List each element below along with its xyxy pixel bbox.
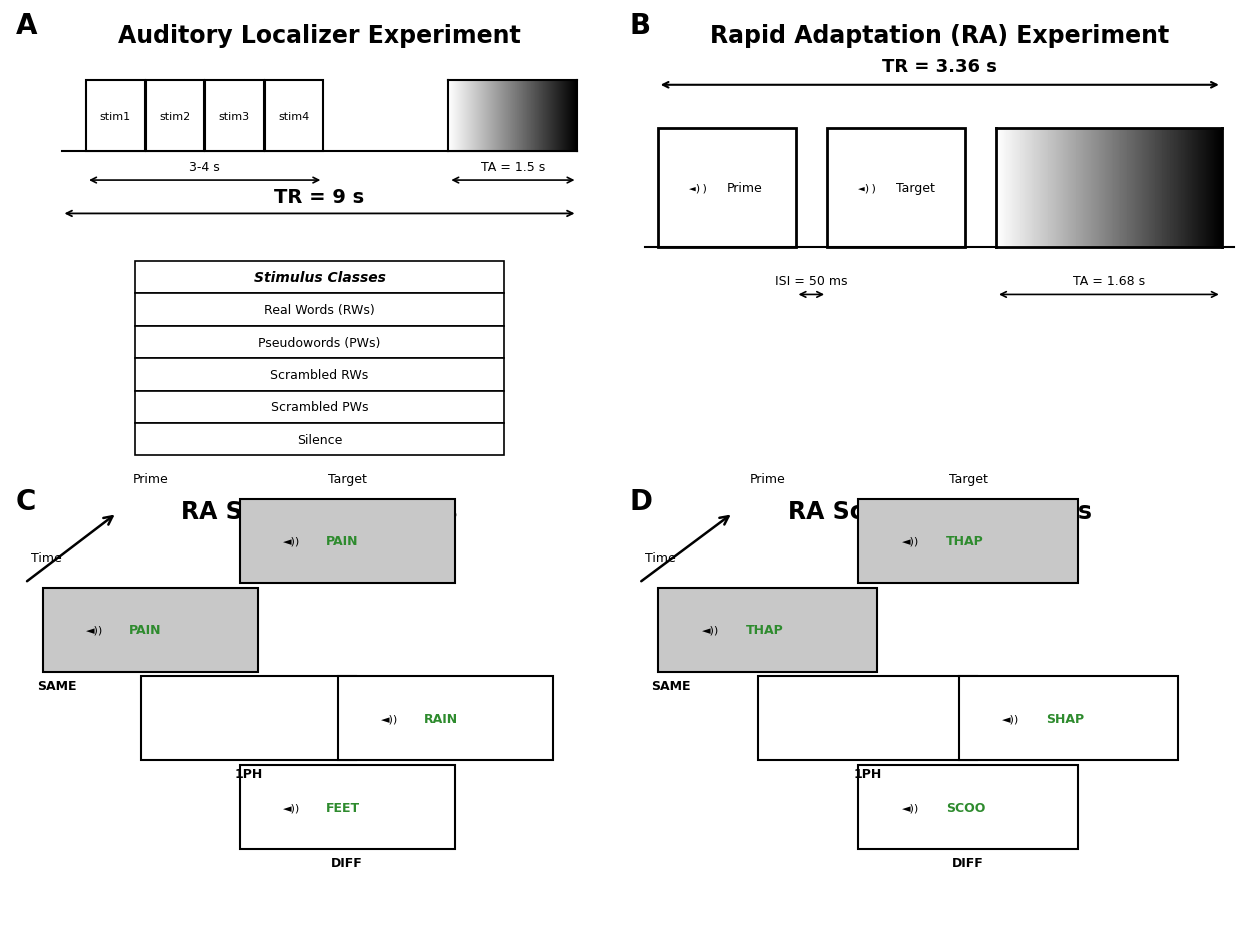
Text: stim1: stim1	[100, 111, 130, 122]
Bar	[338, 677, 553, 761]
Text: TA = 1.5 s: TA = 1.5 s	[481, 161, 545, 173]
Text: THAP: THAP	[746, 624, 783, 637]
Text: B: B	[630, 12, 650, 40]
Text: A: A	[15, 12, 38, 40]
Text: Auditory Localizer Experiment: Auditory Localizer Experiment	[118, 24, 521, 48]
Text: ◄)): ◄))	[858, 183, 878, 193]
Bar	[135, 294, 504, 327]
Text: SAME: SAME	[38, 679, 76, 692]
Text: 1PH: 1PH	[234, 767, 263, 781]
Bar	[858, 765, 1078, 849]
Bar	[858, 499, 1078, 584]
Bar	[145, 81, 204, 152]
Bar	[43, 588, 258, 672]
Text: RAIN: RAIN	[424, 712, 459, 725]
Text: Time: Time	[645, 551, 677, 565]
Text: PAIN: PAIN	[326, 535, 358, 547]
Text: Target: Target	[949, 472, 987, 486]
Bar	[239, 499, 455, 584]
Text: 1PH: 1PH	[853, 767, 882, 781]
Text: ◄)): ◄))	[902, 803, 920, 812]
Text: Target: Target	[328, 472, 367, 486]
Bar	[142, 677, 356, 761]
Text: DIFF: DIFF	[952, 856, 984, 869]
Text: D: D	[630, 487, 653, 516]
Text: Scrambled PWs: Scrambled PWs	[271, 401, 368, 414]
Bar	[658, 588, 877, 672]
Bar	[758, 677, 977, 761]
Text: Rapid Adaptation (RA) Experiment: Rapid Adaptation (RA) Experiment	[710, 24, 1169, 48]
Text: FEET: FEET	[326, 801, 360, 814]
Text: Prime: Prime	[727, 182, 763, 194]
Text: Target: Target	[896, 182, 935, 194]
Text: stim4: stim4	[278, 111, 309, 122]
Bar	[86, 81, 144, 152]
Text: Pseudowords (PWs): Pseudowords (PWs)	[258, 336, 381, 349]
Bar	[135, 391, 504, 424]
Bar	[959, 677, 1178, 761]
Text: ◄)): ◄))	[1002, 714, 1020, 724]
Text: ISI = 50 ms: ISI = 50 ms	[776, 275, 847, 288]
Text: ◄)): ◄))	[283, 536, 299, 546]
Bar	[239, 765, 455, 849]
Bar	[827, 129, 965, 248]
Bar	[658, 129, 796, 248]
Text: SAME: SAME	[652, 679, 692, 692]
Text: ◄)): ◄))	[689, 183, 709, 193]
Text: SCOO: SCOO	[946, 801, 985, 814]
Text: 3-4 s: 3-4 s	[189, 161, 221, 173]
Text: ◄)): ◄))	[86, 625, 104, 635]
Text: stim2: stim2	[159, 111, 190, 122]
Text: Stimulus Classes: Stimulus Classes	[253, 271, 386, 285]
Text: Silence: Silence	[297, 433, 342, 446]
Bar	[135, 262, 504, 294]
Text: ◄)): ◄))	[381, 714, 398, 724]
Text: ◄)): ◄))	[283, 803, 299, 812]
Bar	[264, 81, 323, 152]
Text: stim3: stim3	[219, 111, 251, 122]
Bar	[135, 424, 504, 456]
Text: TR = 3.36 s: TR = 3.36 s	[882, 58, 997, 76]
Text: SHAP: SHAP	[1046, 712, 1084, 725]
Text: Prime: Prime	[133, 472, 169, 486]
Text: ◄)): ◄))	[902, 536, 920, 546]
Text: TR = 9 s: TR = 9 s	[274, 188, 365, 208]
Text: PAIN: PAIN	[129, 624, 162, 637]
Text: Scrambled RWs: Scrambled RWs	[271, 368, 368, 382]
Text: THAP: THAP	[946, 535, 984, 547]
Text: DIFF: DIFF	[331, 856, 363, 869]
Bar	[135, 327, 504, 359]
Text: C: C	[15, 487, 36, 516]
Text: Real Words (RWs): Real Words (RWs)	[264, 304, 375, 317]
Text: ◄)): ◄))	[702, 625, 719, 635]
Text: TA = 1.68 s: TA = 1.68 s	[1073, 275, 1145, 288]
Text: Prime: Prime	[749, 472, 786, 486]
Text: RA Scan: Pseudowords: RA Scan: Pseudowords	[788, 499, 1091, 524]
Bar	[205, 81, 263, 152]
Bar	[135, 359, 504, 391]
Text: Time: Time	[31, 551, 61, 565]
Text: RA Scan: Real Words: RA Scan: Real Words	[182, 499, 457, 524]
